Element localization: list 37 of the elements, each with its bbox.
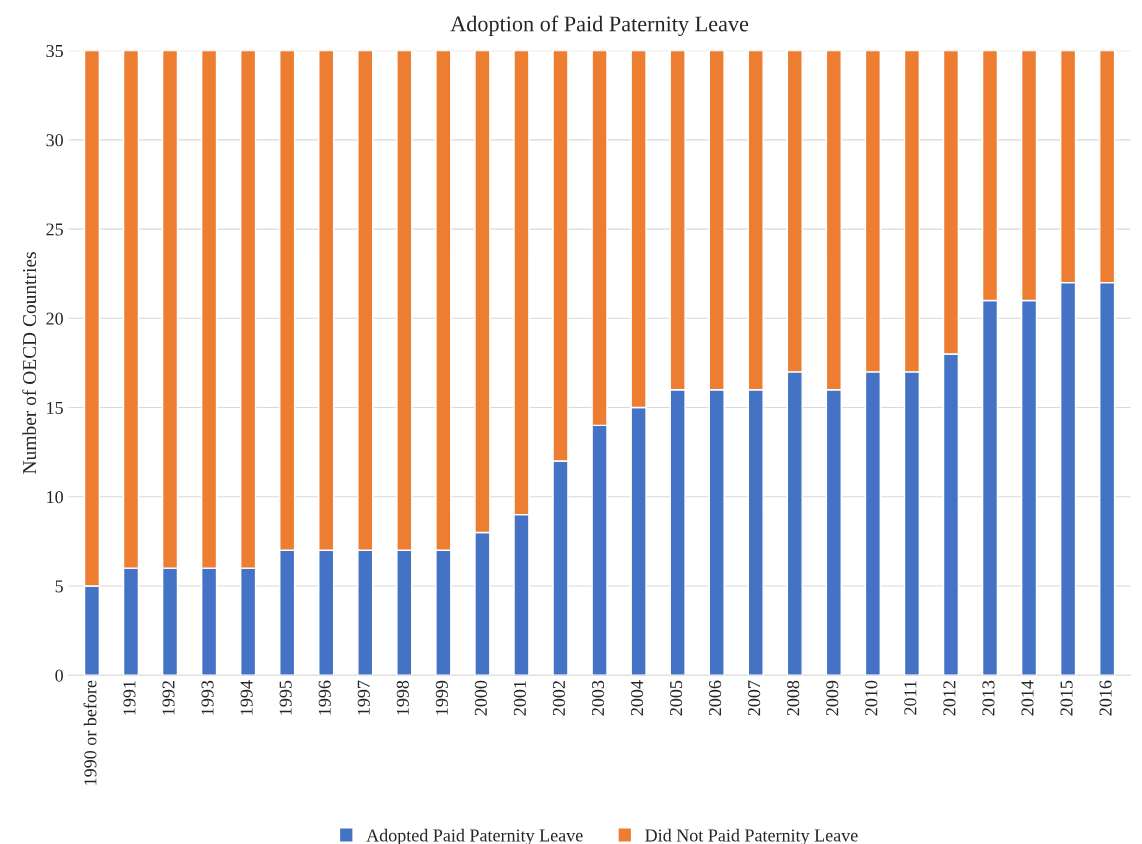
x-tick-label: 2000: [474, 680, 487, 716]
x-tick-label: 1991: [123, 681, 136, 715]
x-tick-label: 1990 or before: [83, 680, 97, 785]
x-tick-label: 2015: [1060, 680, 1073, 716]
x-tick-label: 1996: [318, 680, 331, 715]
x-tick-label: 1995: [279, 680, 292, 715]
x-tick-label: 1993: [201, 680, 214, 715]
x-tick-label: 1994: [240, 680, 253, 715]
y-tick-label: 0: [55, 669, 63, 682]
y-tick-label: 35: [46, 44, 63, 58]
x-tick-label: 2009: [826, 680, 839, 716]
y-tick-label: 20: [46, 312, 63, 325]
x-tick-label: 2002: [552, 681, 566, 716]
x-tick-label: 2011: [904, 681, 917, 715]
x-tick-label: 2008: [787, 680, 800, 716]
y-tick-label: 30: [46, 134, 63, 147]
x-tick-label: 1992: [162, 681, 175, 715]
y-tick-label: 10: [47, 491, 63, 504]
x-tick-label: 2016: [1099, 680, 1112, 716]
x-tick-label: 2003: [591, 680, 605, 716]
x-tick-label: 2006: [709, 680, 722, 716]
y-axis-title: Number of OECD Countries: [22, 252, 37, 474]
x-tick-label: 1997: [357, 680, 370, 715]
y-tick-label: 5: [55, 580, 63, 593]
x-tick-label: 1999: [435, 680, 448, 715]
x-tick-label: 2005: [669, 680, 683, 716]
chart-title: Adoption of Paid Paternity Leave: [450, 15, 749, 36]
x-tick-label: 2010: [865, 680, 878, 716]
x-tick-label: 2013: [982, 680, 995, 716]
x-tick-label: 2004: [630, 680, 644, 716]
y-tick-label: 15: [47, 401, 63, 414]
x-tick-label: 1998: [396, 680, 409, 715]
x-tick-label: 2012: [943, 681, 956, 716]
x-tick-label: 2007: [748, 680, 761, 716]
x-tick-label: 2001: [513, 681, 526, 716]
x-tick-label: 2014: [1021, 680, 1034, 716]
y-tick-label: 25: [46, 223, 63, 236]
